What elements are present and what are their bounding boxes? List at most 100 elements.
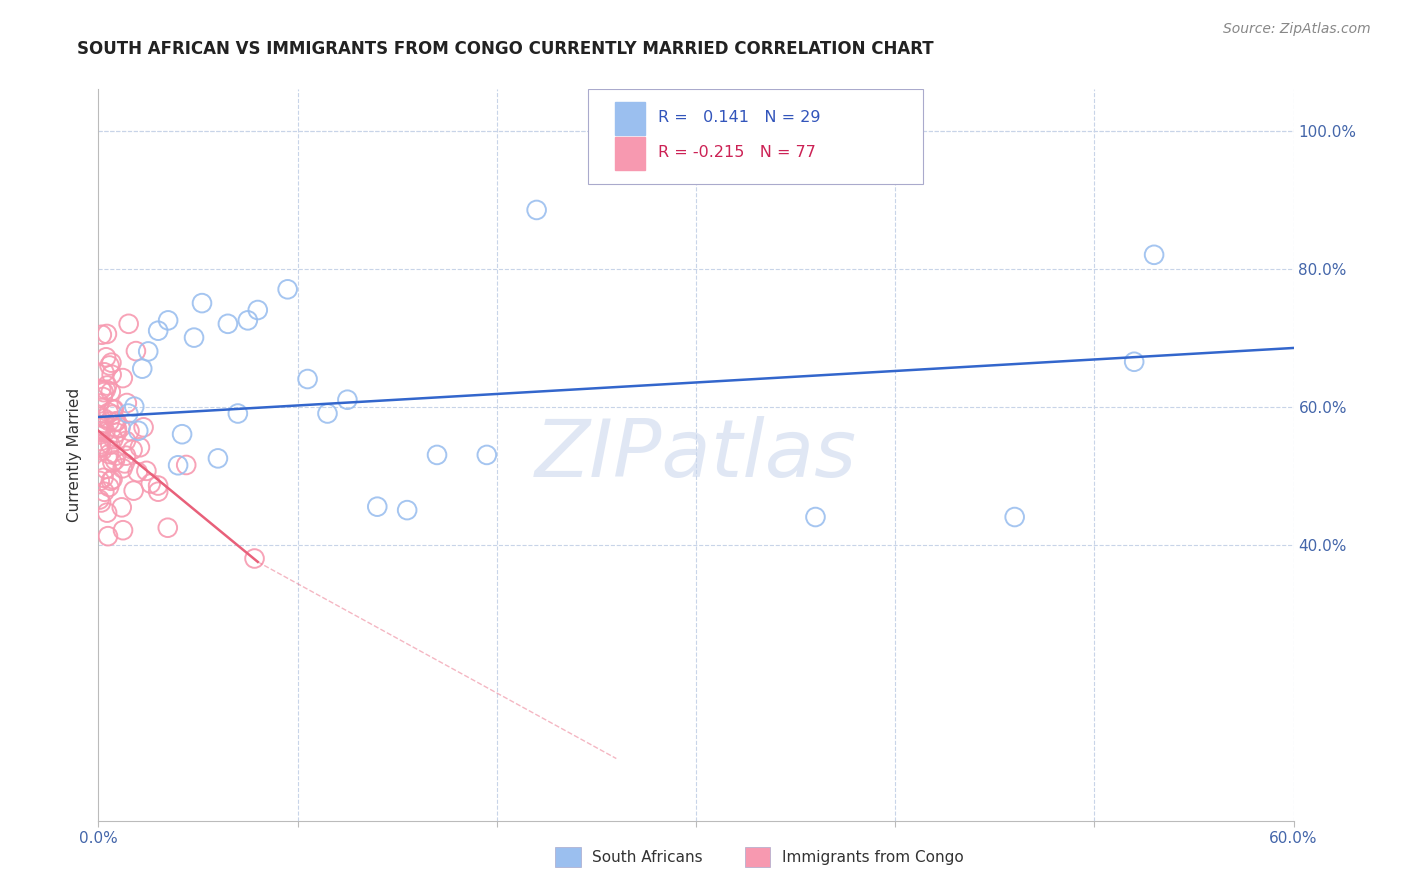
Point (115, 449, 138, 463)
Point (396, 503, 419, 517)
Point (94, 383, 117, 397)
Text: R =   0.141   N = 29: R = 0.141 N = 29 (658, 111, 820, 125)
Point (139, 476, 162, 491)
Point (217, 317, 239, 331)
Point (426, 448, 449, 462)
Point (118, 424, 141, 438)
Point (91, 390, 114, 404)
Text: Immigrants from Congo: Immigrants from Congo (782, 850, 963, 864)
Point (93, 365, 115, 379)
Point (103, 402, 125, 417)
Point (104, 415, 127, 429)
Point (104, 453, 127, 467)
Point (167, 458, 190, 473)
Point (156, 521, 179, 535)
Point (336, 392, 359, 407)
Point (89, 409, 111, 424)
Point (124, 400, 146, 414)
Point (98, 447, 121, 461)
Text: SOUTH AFRICAN VS IMMIGRANTS FROM CONGO CURRENTLY MARRIED CORRELATION CHART: SOUTH AFRICAN VS IMMIGRANTS FROM CONGO C… (77, 40, 934, 58)
Point (121, 442, 143, 457)
Point (100, 384, 122, 399)
Point (125, 344, 148, 359)
Point (1123, 355, 1146, 369)
Point (89, 474, 111, 488)
Point (111, 371, 134, 385)
Point (105, 425, 128, 440)
Point (1004, 510, 1026, 524)
Text: R = -0.215   N = 77: R = -0.215 N = 77 (658, 145, 815, 161)
Point (98, 480, 121, 494)
Point (131, 361, 153, 376)
Point (94, 462, 117, 476)
Point (148, 324, 170, 338)
Point (97, 406, 120, 420)
Point (115, 434, 138, 448)
Point (90, 424, 112, 438)
Point (526, 202, 548, 217)
Point (91, 443, 114, 458)
Point (122, 483, 145, 498)
Point (89, 492, 111, 507)
Point (207, 451, 229, 466)
Point (366, 500, 388, 514)
Point (157, 313, 180, 327)
Point (174, 458, 197, 472)
Point (111, 500, 134, 515)
Point (111, 523, 134, 537)
Point (475, 448, 498, 462)
Point (118, 317, 141, 331)
Point (93, 385, 115, 400)
Point (101, 472, 124, 486)
Point (146, 478, 169, 492)
Point (243, 551, 266, 566)
Point (127, 424, 149, 438)
Point (90, 383, 112, 397)
Point (90, 495, 112, 509)
Point (96, 506, 118, 520)
Point (100, 368, 122, 382)
Point (100, 474, 122, 488)
Point (105, 422, 128, 436)
Point (94, 351, 117, 365)
Point (98, 359, 121, 373)
Point (96, 326, 118, 341)
Point (101, 408, 124, 422)
Point (804, 510, 827, 524)
Point (89, 437, 111, 451)
Point (89, 440, 111, 454)
Point (172, 427, 194, 442)
Point (110, 421, 132, 435)
Point (89, 427, 111, 442)
Text: South Africans: South Africans (592, 850, 703, 864)
Point (115, 396, 138, 410)
Point (93, 471, 115, 485)
Point (183, 330, 205, 344)
Y-axis label: Currently Married: Currently Married (67, 388, 83, 522)
Point (105, 414, 128, 428)
Point (316, 407, 339, 421)
Point (111, 461, 134, 475)
Point (91, 420, 114, 434)
Point (94, 425, 117, 439)
Point (117, 407, 139, 421)
Point (103, 432, 125, 446)
Point (127, 465, 149, 479)
Point (90, 434, 112, 448)
Point (93, 484, 115, 499)
Point (297, 372, 319, 386)
Point (1143, 248, 1166, 262)
Point (136, 344, 159, 359)
Point (277, 282, 299, 296)
FancyBboxPatch shape (614, 136, 644, 169)
FancyBboxPatch shape (614, 102, 644, 135)
Point (90, 327, 112, 342)
Point (114, 457, 136, 471)
Point (89, 417, 111, 432)
Point (97, 529, 120, 543)
Point (101, 402, 124, 417)
Point (236, 313, 259, 327)
Point (191, 296, 214, 310)
Text: Source: ZipAtlas.com: Source: ZipAtlas.com (1223, 22, 1371, 37)
Point (96, 378, 118, 392)
